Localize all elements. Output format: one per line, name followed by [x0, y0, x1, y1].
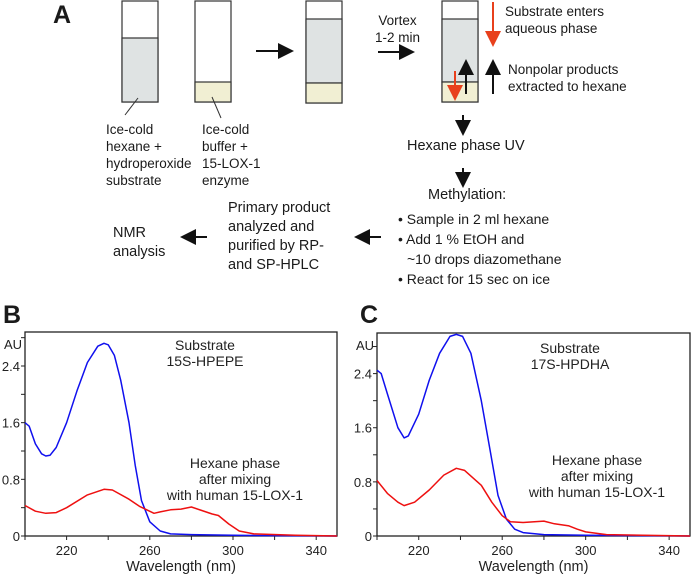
tube-hexane-substrate — [121, 0, 159, 116]
series-line-hexane-phase — [376, 467, 691, 537]
methylation-steps: • Sample in 2 ml hexane • Add 1 % EtOH a… — [398, 209, 562, 289]
x-tick-label: 260 — [139, 543, 161, 558]
label-line: Ice-cold — [106, 122, 154, 137]
hexane-uv-label: Hexane phase UV — [407, 138, 525, 154]
x-tick-label: 220 — [56, 543, 78, 558]
y-axis-label: AU — [4, 337, 22, 352]
vortex-label: Vortex 1-2 min — [375, 12, 420, 46]
label-line: substrate — [106, 173, 162, 188]
step-text: Sample in 2 ml hexane — [406, 211, 550, 227]
substrate-note: Substrate enters aqueous phase — [505, 3, 604, 37]
label-line: extracted to hexane — [508, 79, 627, 94]
label-line: aqueous phase — [505, 21, 598, 36]
step-text: Add 1 % EtOH and — [406, 231, 525, 247]
label-line: Primary product — [228, 200, 331, 216]
series-annotation: 15S-HPEPE — [166, 353, 243, 369]
tube-buffer-enzyme — [194, 0, 232, 119]
step: ~10 drops diazomethane — [398, 249, 562, 269]
label-line: 15-LOX-1 — [202, 156, 261, 171]
label-line: analyzed and — [228, 219, 315, 235]
tube1-label: Ice-cold hexane + hydroperoxide substrat… — [106, 121, 192, 189]
x-tick-label: 220 — [408, 543, 430, 558]
series-annotation: 17S-HPDHA — [531, 356, 610, 372]
series-annotation: after mixing — [199, 471, 271, 487]
x-tick-label: 260 — [491, 543, 513, 558]
x-axis-label: Wavelength (nm) — [126, 559, 236, 574]
series-annotation: Substrate — [175, 337, 235, 353]
label-line: 1-2 min — [375, 30, 421, 45]
tube-vortexed — [441, 0, 479, 103]
label-line: enzyme — [202, 173, 250, 188]
series-annotation: Hexane phase — [552, 452, 643, 468]
series-line-hexane-phase — [24, 488, 338, 537]
panel-label-a: A — [53, 1, 72, 29]
panel-label-c: C — [360, 301, 379, 329]
label-line: Ice-cold — [202, 122, 250, 137]
y-axis-label: AU — [356, 338, 374, 353]
series-line-substrate — [376, 333, 691, 537]
panel-label-b: B — [3, 301, 22, 329]
y-tick-label: 1.6 — [354, 421, 372, 436]
chart-panel-b: 220 260 300 340 0 0.8 1.6 2.4 AU Wavelength (nm) S… — [2, 331, 338, 574]
y-tick-label: 0 — [13, 529, 20, 544]
tube-combined — [305, 0, 343, 104]
x-tick-label: 340 — [658, 543, 680, 558]
primary-product-label: Primary product analyzed and purified by… — [228, 199, 330, 275]
label-line: hexane + — [106, 139, 162, 154]
methylation-title: Methylation: — [428, 187, 507, 203]
step: • Add 1 % EtOH and — [398, 231, 525, 247]
label-line: purified by RP- — [228, 238, 324, 254]
tube2-label: Ice-cold buffer + 15-LOX-1 enzyme — [202, 121, 261, 189]
label-line: hydroperoxide — [106, 156, 192, 171]
label-line: and SP-HPLC — [228, 257, 320, 273]
step-text: ~10 drops diazomethane — [407, 251, 562, 267]
step: • React for 15 sec on ice — [398, 271, 550, 287]
series-line-substrate — [24, 342, 338, 537]
y-tick-label: 0.8 — [354, 475, 372, 490]
plot-frame — [24, 331, 338, 537]
label-line: Vortex — [378, 13, 417, 28]
series-annotation: Substrate — [540, 340, 600, 356]
y-tick-label: 1.6 — [2, 416, 20, 431]
nmr-label: NMR analysis — [113, 224, 165, 262]
label-line: buffer + — [202, 139, 248, 154]
label-line: NMR — [113, 225, 147, 241]
x-axis-label: Wavelength (nm) — [479, 559, 589, 574]
y-tick-label: 2.4 — [354, 367, 372, 382]
y-tick-label: 2.4 — [2, 359, 20, 374]
x-tick-label: 340 — [305, 543, 327, 558]
series-annotation: with human 15-LOX-1 — [528, 484, 665, 500]
x-tick-label: 300 — [575, 543, 597, 558]
series-annotation: with human 15-LOX-1 — [166, 487, 303, 503]
x-tick-label: 300 — [222, 543, 244, 558]
workflow-diagram — [121, 0, 501, 245]
label-line: Substrate enters — [505, 4, 605, 19]
label-line: Nonpolar products — [508, 62, 619, 77]
y-tick-label: 0.8 — [2, 472, 20, 487]
chart-panel-c: 220 260 300 340 0 0.8 1.6 2.4 AU Wavelength (nm) S… — [354, 332, 691, 574]
plot-frame — [376, 332, 691, 537]
label-line: analysis — [113, 244, 166, 260]
series-annotation: after mixing — [561, 468, 633, 484]
step: • Sample in 2 ml hexane — [398, 211, 550, 227]
step-text: React for 15 sec on ice — [406, 271, 550, 287]
y-tick-label: 0 — [365, 529, 372, 544]
series-annotation: Hexane phase — [190, 455, 281, 471]
products-note: Nonpolar products extracted to hexane — [508, 61, 627, 95]
